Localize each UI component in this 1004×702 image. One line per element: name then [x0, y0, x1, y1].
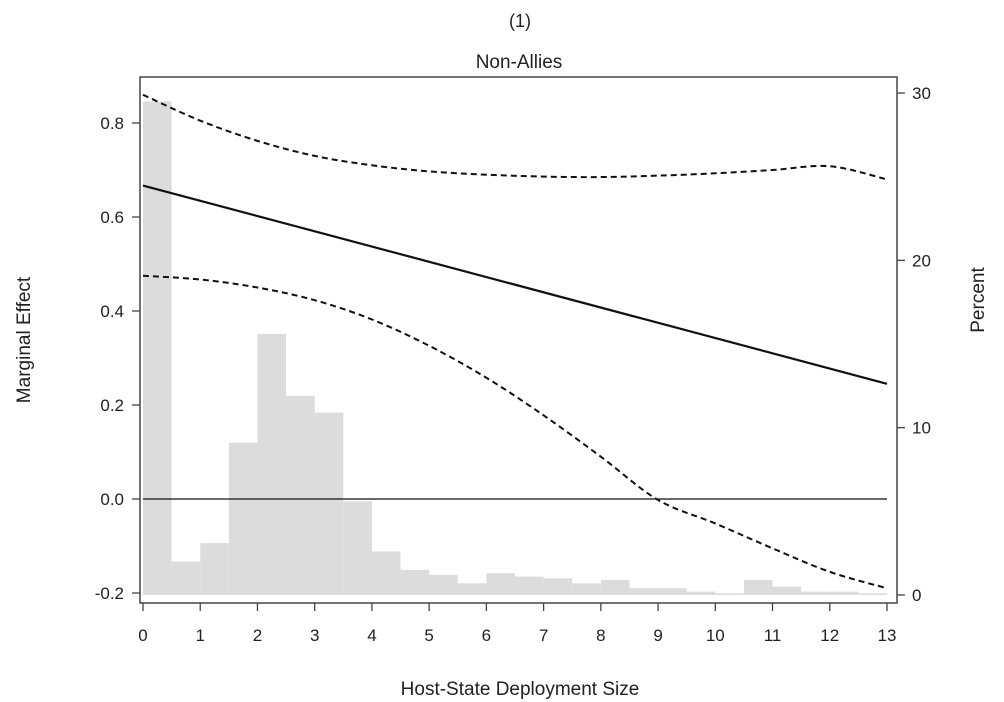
histogram-bar	[600, 579, 630, 595]
histogram-bar	[400, 569, 430, 595]
y-tick-label: 0.0	[100, 490, 124, 509]
histogram-bar	[772, 586, 802, 595]
histogram-bar	[486, 573, 515, 595]
x-tick-label: 8	[596, 626, 605, 645]
series-line-upper	[142, 93, 888, 181]
y-tick-label: 0.2	[100, 396, 124, 415]
chart-title: Non-Allies	[476, 52, 563, 73]
plot-frame	[139, 76, 898, 604]
histogram-bar	[457, 583, 487, 595]
histogram-bar	[686, 591, 716, 595]
x-axis-label: Host-State Deployment Size	[401, 679, 640, 700]
series-line-estimate	[142, 184, 888, 385]
panel-label: (1)	[509, 11, 531, 31]
histogram-bar	[200, 543, 229, 595]
y2-tick-label: 20	[912, 251, 931, 270]
histogram-bar	[343, 501, 372, 595]
histogram-bar	[228, 442, 258, 595]
y-tick-label: 0.8	[100, 114, 124, 133]
x-tick-label: 10	[706, 626, 725, 645]
y2-axis-label: Percent	[968, 267, 989, 333]
series-layer	[142, 93, 888, 590]
y-axis-left: -0.2 0.0 0.2 0.4 0.6 0.8	[95, 114, 140, 603]
y2-tick-label: 10	[912, 419, 931, 438]
histogram-bar	[429, 574, 458, 595]
x-tick-label: 11	[764, 626, 782, 645]
histogram-bar	[629, 588, 659, 595]
y-tick-label: -0.2	[95, 584, 124, 603]
y-tick-label: 0.6	[100, 208, 124, 227]
x-tick-label: 13	[878, 626, 897, 645]
x-tick-label: 12	[820, 626, 839, 645]
y-axis-label: Marginal Effect	[14, 276, 35, 403]
y-axis-right: 0 10 20 30	[897, 84, 931, 605]
histogram-bar	[371, 551, 401, 595]
x-tick-label: 2	[253, 626, 262, 645]
histogram-bar	[715, 593, 744, 595]
histogram-bar	[829, 591, 859, 595]
x-tick-label: 5	[424, 626, 433, 645]
histogram-bar	[314, 412, 344, 595]
histogram-bar	[286, 395, 315, 595]
histogram-bar	[543, 578, 573, 595]
x-tick-label: 6	[482, 626, 491, 645]
x-tick-label: 7	[539, 626, 548, 645]
x-tick-label: 9	[653, 626, 662, 645]
y2-tick-label: 0	[912, 586, 921, 605]
histogram-bar	[858, 593, 887, 595]
histogram-bars	[143, 101, 887, 595]
histogram-bar	[257, 333, 287, 595]
histogram-bar	[658, 588, 687, 595]
x-tick-label: 0	[138, 626, 147, 645]
x-axis: 0 1 2 3 4 5 6 7 8 9 10 11 12 13	[138, 603, 896, 645]
x-tick-label: 4	[367, 626, 376, 645]
histogram-bar	[743, 579, 773, 595]
histogram-bar	[515, 576, 544, 595]
series-line-lower	[142, 274, 888, 590]
x-tick-label: 3	[310, 626, 319, 645]
histogram-bar	[143, 101, 172, 595]
histogram-bar	[572, 583, 601, 595]
y2-tick-label: 30	[912, 84, 931, 103]
histogram-bar	[171, 561, 201, 595]
y-tick-label: 0.4	[100, 302, 124, 321]
x-tick-label: 1	[195, 626, 204, 645]
histogram-bar	[801, 591, 830, 595]
